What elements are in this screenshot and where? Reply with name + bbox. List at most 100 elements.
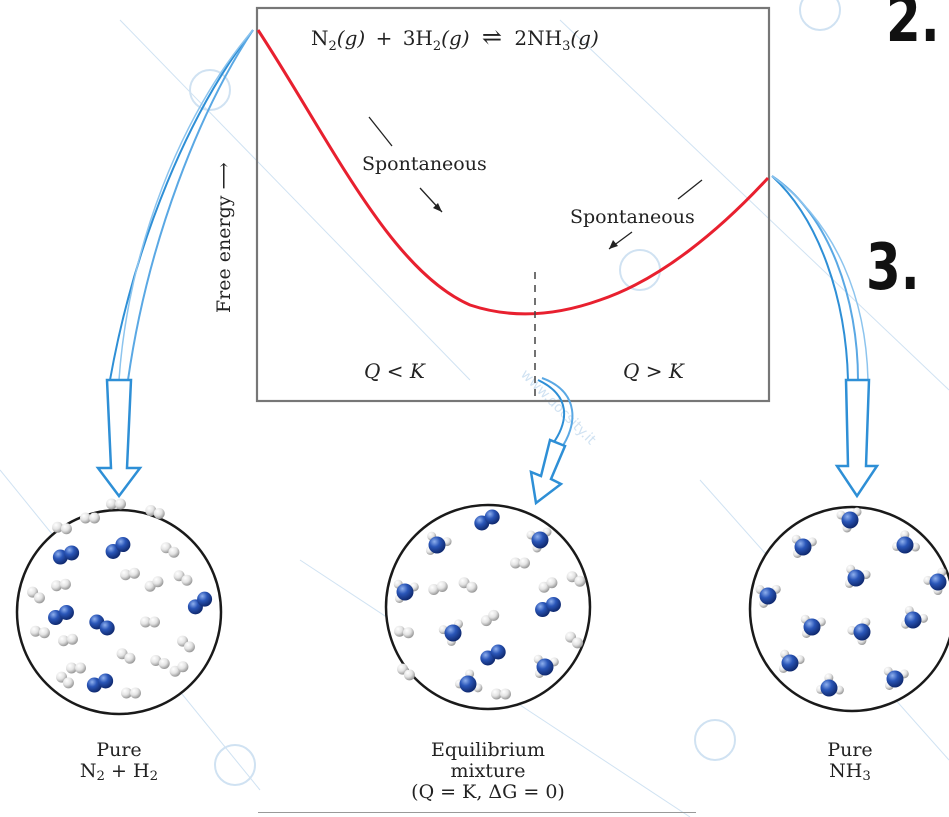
- h2-molecule-atom: [500, 688, 511, 700]
- arrow-to-pure-reactants: [95, 29, 254, 499]
- h2-molecule-atom: [51, 580, 63, 592]
- h2-molecule-atom: [121, 687, 132, 699]
- spontaneous-right-label: Spontaneous: [570, 206, 695, 228]
- n2-molecule-atom: [64, 545, 80, 561]
- h2-molecule-atom: [66, 633, 78, 645]
- nh3-nitrogen-atom: [896, 536, 914, 554]
- h2-molecule-atom: [177, 661, 189, 673]
- arrow-to-pure-products: [771, 175, 880, 499]
- n2-molecule-atom: [115, 537, 131, 553]
- h2-molecule-atom: [30, 625, 42, 637]
- h2-molecule-atom: [140, 616, 151, 628]
- nh3-nitrogen-atom: [531, 531, 549, 549]
- nh3-nitrogen-atom: [428, 536, 446, 554]
- plot-frame: [255, 6, 771, 403]
- nh3-nitrogen-atom: [886, 670, 904, 688]
- caption-right-line2: NH3: [829, 760, 871, 785]
- side-number-top: 2.: [886, 0, 940, 57]
- spontaneous-right-tick: [677, 179, 703, 200]
- h2-molecule-atom: [436, 580, 448, 592]
- free-energy-curve: [256, 29, 770, 316]
- nh3-nitrogen-atom: [841, 511, 859, 529]
- pure-reactants-circle: [15, 508, 223, 716]
- n2-molecule-atom: [197, 591, 213, 607]
- nh3-nitrogen-atom: [759, 587, 777, 605]
- caption-pure-reactants: Pure N2 + H2: [49, 740, 189, 787]
- nh3-nitrogen-atom: [820, 679, 838, 697]
- nh3-nitrogen-atom: [794, 538, 812, 556]
- h2-molecule-atom: [183, 641, 195, 653]
- n2-molecule-atom: [545, 596, 561, 612]
- nh3-nitrogen-atom: [803, 618, 821, 636]
- n2-molecule-atom: [490, 644, 506, 660]
- h2-molecule-atom: [491, 688, 502, 700]
- h2-molecule-atom: [152, 576, 164, 588]
- h2-molecule-atom: [33, 592, 45, 604]
- h2-molecule-atom: [546, 577, 558, 589]
- h2-molecule-atom: [66, 662, 77, 674]
- h2-molecule-atom: [488, 609, 500, 621]
- h2-molecule-atom: [510, 557, 521, 569]
- h2-molecule-atom: [181, 574, 193, 586]
- spontaneous-left-label: Spontaneous: [362, 153, 487, 175]
- h2-molecule-atom: [124, 652, 136, 664]
- region-left-label: Q < K: [364, 359, 426, 383]
- caption-mid-line2: mixture: [450, 760, 526, 782]
- h2-molecule-atom: [428, 584, 440, 596]
- caption-right-line1: Pure: [827, 739, 873, 761]
- n2-molecule-atom: [98, 673, 114, 689]
- nh3-nitrogen-atom: [459, 675, 477, 693]
- molecule-layer: [27, 498, 947, 700]
- h2-molecule-atom: [149, 616, 160, 628]
- arrowhead-left: [433, 203, 442, 212]
- nh3-nitrogen-atom: [781, 654, 799, 672]
- watermark-logo: [214, 744, 256, 786]
- nh3-nitrogen-atom: [847, 569, 865, 587]
- caption-mid-line1: Equilibrium: [430, 739, 546, 761]
- h2-molecule-atom: [60, 523, 72, 535]
- h2-molecule-atom: [571, 637, 583, 649]
- h2-molecule-atom: [466, 581, 478, 593]
- h2-molecule-atom: [38, 627, 50, 639]
- nh3-nitrogen-atom: [904, 611, 922, 629]
- watermark-line: [119, 19, 471, 381]
- h2-molecule-atom: [62, 677, 74, 689]
- footer-rule: [258, 812, 696, 813]
- side-number-middle: 3.: [866, 231, 920, 305]
- watermark-logo: [799, 0, 841, 31]
- n2-molecule-atom: [52, 549, 68, 565]
- caption-left-line1: Pure: [96, 739, 142, 761]
- arrowhead-right: [609, 240, 618, 249]
- h2-molecule-atom: [128, 567, 140, 579]
- n2-molecule-atom: [484, 509, 500, 525]
- h2-molecule-atom: [80, 512, 91, 524]
- h2-molecule-atom: [130, 687, 141, 699]
- h2-molecule-atom: [120, 569, 132, 581]
- h2-molecule-atom: [89, 512, 100, 524]
- caption-mid-line3: (Q = K, ΔG = 0): [411, 781, 565, 803]
- watermark-logo: [189, 69, 231, 111]
- arrow-to-equilibrium: [529, 377, 574, 506]
- h2-molecule-atom: [153, 508, 165, 520]
- n2-molecule-atom: [58, 604, 74, 620]
- watermark-logo: [694, 719, 736, 761]
- h2-molecule-atom: [145, 504, 157, 516]
- h2-molecule-atom: [106, 498, 117, 510]
- region-right-label: Q > K: [623, 359, 685, 383]
- caption-equilibrium: Equilibrium mixture (Q = K, ΔG = 0): [398, 740, 578, 803]
- h2-molecule-atom: [75, 662, 86, 674]
- h2-molecule-atom: [402, 627, 414, 639]
- spontaneous-left-tick: [368, 116, 393, 147]
- h2-molecule-atom: [168, 546, 180, 558]
- pure-products-circle: [748, 505, 949, 713]
- nh3-nitrogen-atom: [853, 623, 871, 641]
- watermark-line: [559, 19, 949, 391]
- h2-molecule-atom: [150, 654, 162, 666]
- h2-molecule-atom: [574, 575, 586, 587]
- h2-molecule-atom: [394, 625, 406, 637]
- h2-molecule-atom: [52, 521, 64, 533]
- nh3-nitrogen-atom: [929, 573, 947, 591]
- h2-molecule-atom: [59, 578, 71, 590]
- nh3-nitrogen-atom: [444, 624, 462, 642]
